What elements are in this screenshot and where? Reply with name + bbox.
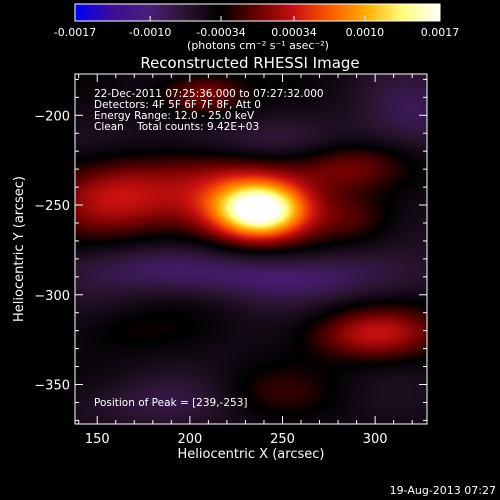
peak-position-label: Position of Peak = [239,-253] — [94, 397, 248, 409]
y-tick-label: −350 — [34, 379, 70, 394]
colorbar-tick-label: 0.0010 — [346, 26, 385, 39]
y-tick-label: −300 — [34, 289, 70, 304]
y-axis-label: Heliocentric Y (arcsec) — [12, 176, 27, 322]
heatmap-image — [75, 74, 427, 424]
x-tick-label: 300 — [363, 432, 388, 447]
colorbar-tick-label: 0.0017 — [421, 26, 460, 39]
plot-area: 150 200 250 300 −200 −250 −300 −350 — [34, 73, 428, 447]
colorbar-tick-label: 0.00034 — [271, 26, 317, 39]
y-tick-label: −200 — [34, 109, 70, 124]
axis-ticks: 150 200 250 300 −200 −250 −300 −350 — [34, 74, 427, 447]
info-line-counts: Clean Total counts: 9.42E+03 — [94, 121, 259, 133]
info-line-detectors: Detectors: 4F 5F 6F 7F 8F, Att 0 — [94, 99, 261, 111]
y-tick-label: −250 — [34, 199, 70, 214]
x-axis-label: Heliocentric X (arcsec) — [178, 447, 325, 462]
footer-timestamp: 19-Aug-2013 07:27 — [390, 484, 496, 497]
x-tick-label: 200 — [177, 432, 202, 447]
colorbar-units: (photons cm⁻² s⁻¹ asec⁻²) — [187, 39, 329, 52]
colorbar-tick-label: -0.0017 — [54, 26, 96, 39]
colorbar: -0.0017 -0.0010 -0.00034 0.00034 0.0010 0.001… — [54, 3, 459, 52]
info-line-time: 22-Dec-2011 07:25:36.000 to 07:27:32.000 — [94, 88, 324, 100]
observation-info: 22-Dec-2011 07:25:36.000 to 07:27:32.000… — [94, 88, 324, 409]
x-tick-label: 250 — [270, 432, 295, 447]
info-line-energy: Energy Range: 12.0 - 25.0 keV — [94, 110, 255, 122]
colorbar-tick-label: -0.00034 — [196, 26, 245, 39]
colorbar-fill — [74, 3, 441, 22]
colorbar-ticks: -0.0017 -0.0010 -0.00034 0.00034 0.0010 0.001… — [54, 16, 459, 39]
heatmap-image-container — [75, 74, 427, 424]
chart-title: Reconstructed RHESSI Image — [140, 54, 359, 72]
x-tick-label: 150 — [85, 432, 110, 447]
colorbar-tick-label: -0.0010 — [129, 26, 171, 39]
plot-frame — [74, 73, 428, 425]
